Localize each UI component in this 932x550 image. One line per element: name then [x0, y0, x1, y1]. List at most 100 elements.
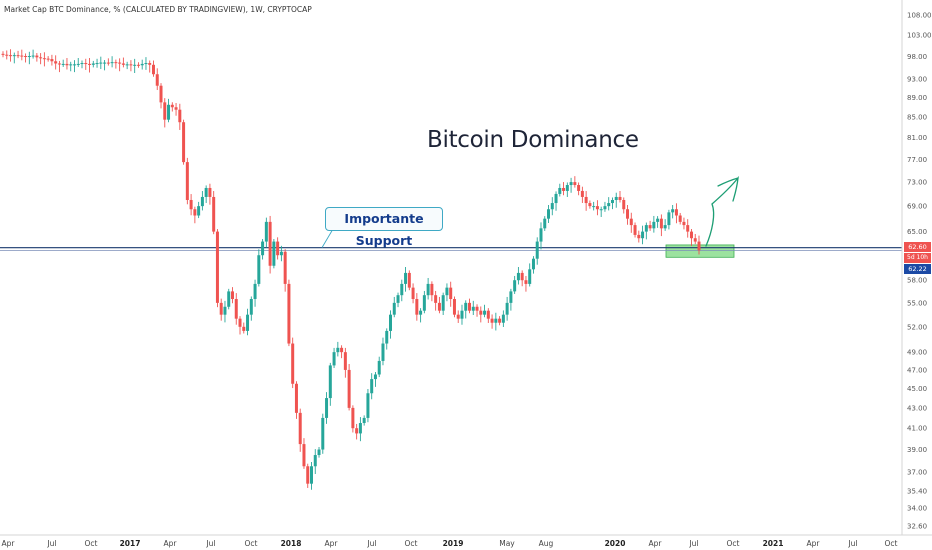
- candle[interactable]: [336, 341, 340, 357]
- candle[interactable]: [328, 362, 332, 406]
- candle[interactable]: [99, 56, 103, 70]
- candle[interactable]: [80, 60, 84, 69]
- candle[interactable]: [69, 61, 73, 72]
- candle[interactable]: [362, 415, 366, 426]
- candle[interactable]: [422, 290, 426, 314]
- candle[interactable]: [543, 216, 547, 231]
- candle[interactable]: [291, 337, 295, 389]
- candle[interactable]: [197, 201, 201, 219]
- candle[interactable]: [31, 49, 35, 59]
- candle[interactable]: [309, 462, 313, 490]
- candle[interactable]: [531, 256, 535, 274]
- candle[interactable]: [674, 203, 678, 224]
- candle[interactable]: [547, 204, 551, 223]
- candle[interactable]: [697, 235, 701, 255]
- candle[interactable]: [148, 60, 152, 73]
- candle[interactable]: [54, 55, 58, 70]
- candle[interactable]: [24, 53, 28, 63]
- candle[interactable]: [129, 60, 133, 72]
- candle[interactable]: [400, 279, 404, 302]
- candle[interactable]: [249, 296, 253, 321]
- candle[interactable]: [88, 57, 92, 73]
- candle[interactable]: [125, 61, 129, 70]
- candle[interactable]: [468, 298, 472, 314]
- candle[interactable]: [294, 381, 298, 419]
- candle[interactable]: [565, 182, 569, 197]
- chart-title-annotation[interactable]: Bitcoin Dominance: [427, 127, 639, 153]
- candle[interactable]: [486, 308, 490, 323]
- candle[interactable]: [607, 197, 611, 211]
- candle[interactable]: [283, 249, 287, 292]
- candle[interactable]: [200, 191, 204, 211]
- candle[interactable]: [501, 310, 505, 328]
- candle[interactable]: [524, 275, 528, 292]
- candle[interactable]: [494, 312, 498, 331]
- candle[interactable]: [144, 57, 148, 70]
- candle[interactable]: [268, 215, 272, 274]
- candle[interactable]: [539, 222, 543, 250]
- candle[interactable]: [287, 279, 291, 347]
- candle[interactable]: [9, 49, 13, 62]
- candle[interactable]: [39, 53, 43, 65]
- candle[interactable]: [1, 51, 5, 58]
- candle[interactable]: [396, 292, 400, 308]
- candle[interactable]: [584, 191, 588, 211]
- candle[interactable]: [663, 219, 667, 231]
- up-arrow-drawing[interactable]: [705, 175, 739, 247]
- candle[interactable]: [91, 60, 95, 68]
- candle[interactable]: [460, 304, 464, 325]
- candle[interactable]: [490, 314, 494, 329]
- candle[interactable]: [223, 300, 227, 323]
- candle[interactable]: [366, 389, 370, 423]
- candle[interactable]: [554, 191, 558, 211]
- candle[interactable]: [528, 263, 532, 287]
- candle[interactable]: [592, 201, 596, 211]
- candle[interactable]: [471, 300, 475, 315]
- candle[interactable]: [185, 157, 189, 205]
- support-callout[interactable]: Importante Support: [325, 207, 443, 248]
- candle[interactable]: [355, 423, 359, 440]
- candle[interactable]: [313, 449, 317, 475]
- candle[interactable]: [133, 58, 137, 73]
- candle[interactable]: [343, 347, 347, 378]
- candle[interactable]: [479, 306, 483, 323]
- candle[interactable]: [114, 59, 118, 69]
- candle[interactable]: [475, 304, 479, 317]
- candle[interactable]: [57, 60, 61, 73]
- candle[interactable]: [84, 58, 88, 70]
- candle[interactable]: [212, 191, 216, 235]
- candle[interactable]: [445, 283, 449, 302]
- price-axis[interactable]: 108.00 103.00 98.00 93.00 89.00 85.00 81.00 77.…: [907, 12, 932, 531]
- candle[interactable]: [505, 296, 509, 321]
- candle[interactable]: [340, 345, 344, 359]
- candle[interactable]: [347, 364, 351, 411]
- candle[interactable]: [550, 197, 554, 216]
- candle[interactable]: [588, 200, 592, 209]
- candle[interactable]: [42, 52, 46, 67]
- candle[interactable]: [358, 417, 362, 442]
- candle[interactable]: [50, 54, 54, 66]
- candle[interactable]: [167, 98, 171, 123]
- candle[interactable]: [622, 197, 626, 214]
- candle[interactable]: [106, 58, 110, 66]
- candle[interactable]: [577, 182, 581, 196]
- candle[interactable]: [298, 408, 302, 452]
- candle[interactable]: [5, 50, 9, 60]
- candle[interactable]: [170, 102, 174, 112]
- candle[interactable]: [61, 59, 65, 67]
- candle[interactable]: [449, 281, 453, 307]
- candle[interactable]: [302, 438, 306, 469]
- candle[interactable]: [264, 217, 268, 248]
- candle[interactable]: [257, 249, 261, 287]
- candle[interactable]: [110, 56, 114, 68]
- candle[interactable]: [652, 215, 656, 233]
- candle[interactable]: [46, 56, 50, 62]
- candle[interactable]: [321, 413, 325, 454]
- candle[interactable]: [16, 50, 20, 59]
- candle[interactable]: [332, 347, 336, 368]
- candle[interactable]: [20, 49, 24, 61]
- candle[interactable]: [381, 337, 385, 366]
- candle[interactable]: [516, 266, 520, 285]
- candle[interactable]: [27, 51, 31, 65]
- candle[interactable]: [678, 212, 682, 225]
